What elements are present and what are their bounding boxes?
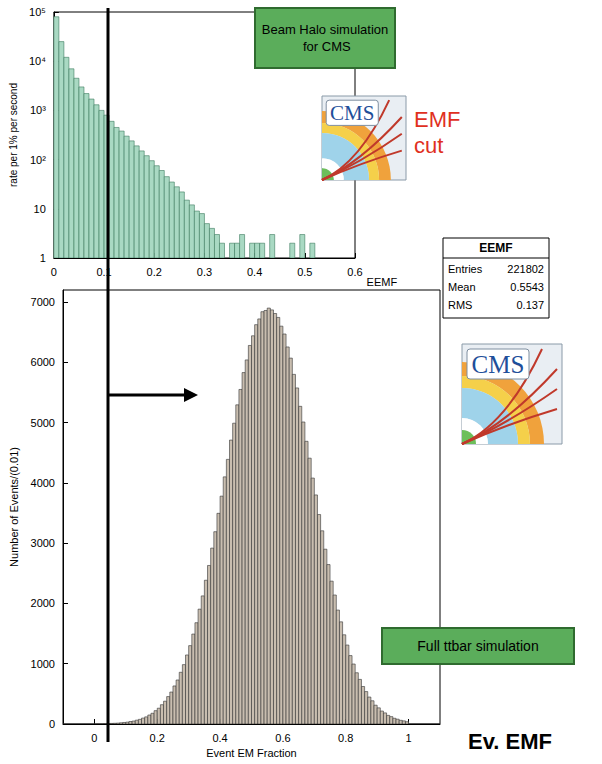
svg-text:for CMS: for CMS — [299, 39, 351, 54]
svg-text:10⁵: 10⁵ — [29, 6, 46, 18]
svg-text:1: 1 — [406, 732, 412, 744]
svg-text:Entries: Entries — [448, 263, 483, 275]
svg-text:Number of Events/(0.01): Number of Events/(0.01) — [8, 447, 20, 567]
svg-text:0.8: 0.8 — [338, 732, 353, 744]
svg-text:5000: 5000 — [31, 417, 55, 429]
svg-text:0: 0 — [49, 718, 55, 730]
svg-text:CMS: CMS — [330, 101, 374, 125]
svg-text:1000: 1000 — [31, 658, 55, 670]
svg-text:0.2: 0.2 — [147, 266, 162, 278]
svg-text:RMS: RMS — [448, 299, 472, 311]
svg-text:0.6: 0.6 — [347, 266, 362, 278]
svg-text:0.6: 0.6 — [275, 732, 290, 744]
svg-text:Event EM Fraction: Event EM Fraction — [206, 747, 296, 759]
svg-text:CMS: CMS — [472, 351, 525, 378]
svg-text:4000: 4000 — [31, 477, 55, 489]
svg-text:rate per 1% per second: rate per 1% per second — [8, 83, 19, 187]
svg-text:0.1: 0.1 — [96, 265, 112, 278]
svg-text:10²: 10² — [30, 154, 46, 166]
svg-text:1: 1 — [40, 252, 46, 264]
svg-text:Full ttbar simulation: Full ttbar simulation — [417, 638, 538, 654]
svg-text:10: 10 — [34, 203, 46, 215]
svg-text:2000: 2000 — [31, 597, 55, 609]
svg-text:0.4: 0.4 — [212, 732, 227, 744]
svg-text:EMF: EMF — [414, 107, 467, 132]
svg-text:0.5543: 0.5543 — [510, 281, 544, 293]
svg-text:0.2: 0.2 — [150, 732, 165, 744]
svg-text:Mean: Mean — [448, 281, 476, 293]
svg-text:221802: 221802 — [507, 263, 544, 275]
svg-text:Beam Halo simulation: Beam Halo simulation — [262, 22, 388, 37]
svg-text:3000: 3000 — [31, 537, 55, 549]
svg-text:10⁴: 10⁴ — [29, 55, 46, 67]
svg-text:0.137: 0.137 — [516, 299, 544, 311]
svg-text:EEMF: EEMF — [367, 276, 398, 288]
svg-text:0.4: 0.4 — [247, 266, 262, 278]
svg-text:0.3: 0.3 — [197, 266, 212, 278]
svg-text:Ev. EMF: Ev. EMF — [468, 729, 552, 754]
svg-text:0: 0 — [91, 732, 97, 744]
svg-text:cut: cut — [414, 133, 443, 158]
svg-text:6000: 6000 — [31, 356, 55, 368]
svg-text:10³: 10³ — [30, 104, 46, 116]
svg-text:7000: 7000 — [31, 296, 55, 308]
svg-text:0: 0 — [51, 266, 57, 278]
svg-text:EEMF: EEMF — [479, 241, 512, 255]
svg-text:0.5: 0.5 — [297, 266, 312, 278]
